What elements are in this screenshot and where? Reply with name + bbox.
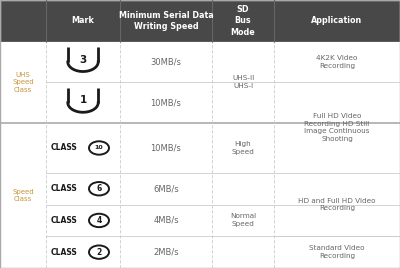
Text: HD and Full HD Video
Recording: HD and Full HD Video Recording xyxy=(298,198,376,211)
Text: 3: 3 xyxy=(79,55,87,65)
Text: CLASS: CLASS xyxy=(50,216,77,225)
Text: 6MB/s: 6MB/s xyxy=(153,184,179,193)
Text: 4: 4 xyxy=(96,216,102,225)
Text: Mark: Mark xyxy=(72,16,94,25)
Text: CLASS: CLASS xyxy=(50,248,77,257)
Text: High
Speed: High Speed xyxy=(232,141,254,155)
Text: 30MB/s: 30MB/s xyxy=(150,57,182,66)
Text: 2MB/s: 2MB/s xyxy=(153,248,179,257)
Text: Standard Video
Recording: Standard Video Recording xyxy=(309,245,365,259)
Text: Speed
Class: Speed Class xyxy=(12,189,34,202)
Text: CLASS: CLASS xyxy=(50,143,77,152)
Bar xyxy=(120,0,212,42)
Bar xyxy=(46,0,120,42)
Text: 10MB/s: 10MB/s xyxy=(150,143,182,152)
Bar xyxy=(0,0,46,42)
Text: CLASS: CLASS xyxy=(50,184,77,193)
Bar xyxy=(274,0,400,42)
Text: Application: Application xyxy=(311,16,363,25)
Text: Normal
Speed: Normal Speed xyxy=(230,213,256,228)
Text: SD
Bus
Mode: SD Bus Mode xyxy=(231,5,255,37)
Bar xyxy=(0,42,400,268)
Text: 1: 1 xyxy=(79,95,87,106)
Text: 10MB/s: 10MB/s xyxy=(150,98,182,107)
Text: 6: 6 xyxy=(96,184,102,193)
Text: Full HD Video
Recording HD Still
Image Continuous
Shooting: Full HD Video Recording HD Still Image C… xyxy=(304,113,370,142)
Text: 2: 2 xyxy=(96,248,102,257)
Text: 4MB/s: 4MB/s xyxy=(153,216,179,225)
Text: UHS
Speed
Class: UHS Speed Class xyxy=(12,72,34,93)
Text: 4K2K Video
Recording: 4K2K Video Recording xyxy=(316,55,358,69)
Text: Minimum Serial Data
Writing Speed: Minimum Serial Data Writing Speed xyxy=(119,10,213,31)
Text: 10: 10 xyxy=(95,146,103,150)
Bar xyxy=(212,0,274,42)
Text: UHS-II
UHS-I: UHS-II UHS-I xyxy=(232,75,254,89)
Bar xyxy=(0,0,400,42)
